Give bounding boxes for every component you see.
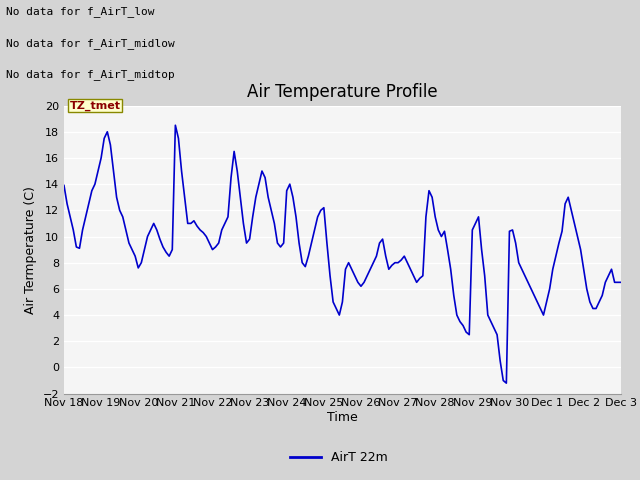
Text: No data for f_AirT_midlow: No data for f_AirT_midlow bbox=[6, 37, 175, 48]
X-axis label: Time: Time bbox=[327, 411, 358, 424]
Text: No data for f_AirT_midtop: No data for f_AirT_midtop bbox=[6, 69, 175, 80]
Text: TZ_tmet: TZ_tmet bbox=[70, 100, 120, 111]
Y-axis label: Air Termperature (C): Air Termperature (C) bbox=[24, 186, 37, 313]
Text: No data for f_AirT_low: No data for f_AirT_low bbox=[6, 6, 155, 17]
Title: Air Temperature Profile: Air Temperature Profile bbox=[247, 83, 438, 101]
Legend: AirT 22m: AirT 22m bbox=[285, 446, 393, 469]
